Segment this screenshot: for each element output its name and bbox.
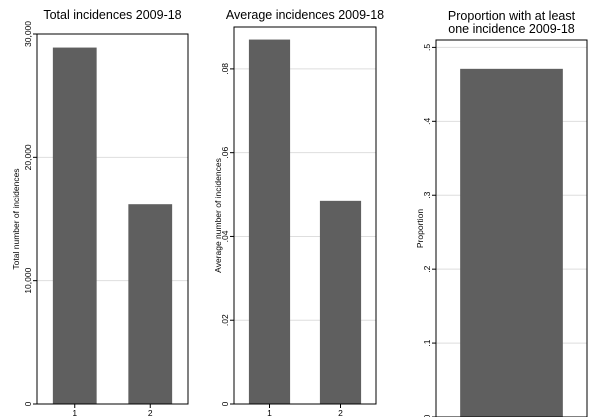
y-tick-label: .1: [422, 339, 432, 346]
y-tick-label: .3: [422, 191, 432, 198]
y-tick-label: .4: [422, 117, 432, 124]
y-tick-label: 0: [422, 414, 432, 417]
y-tick-label: .2: [422, 265, 432, 272]
plot-frame: [36, 33, 189, 405]
y-axis-title: Average number of incidences: [213, 158, 223, 273]
y-tick-label: .5: [422, 44, 432, 51]
x-tick-label: 1: [72, 408, 77, 417]
chart-title: Total incidences 2009-18: [43, 8, 181, 22]
x-tick-label: 2: [148, 408, 153, 417]
y-tick-label: .08: [220, 63, 230, 75]
bar: [460, 68, 563, 417]
bar: [128, 204, 173, 404]
y-tick-label: 10,000: [23, 267, 33, 293]
chart-title: Average incidences 2009-18: [226, 8, 384, 22]
y-tick-label: 0: [23, 401, 33, 406]
y-tick-label: .04: [220, 230, 230, 242]
y-tick-label: .02: [220, 314, 230, 326]
plot-frame: [435, 39, 588, 417]
bar: [52, 47, 97, 405]
chart-title: one incidence 2009-18: [448, 22, 575, 36]
y-tick-label: 20,000: [23, 144, 33, 170]
bar: [319, 200, 362, 404]
bar: [248, 39, 291, 405]
chart-title: Proportion with at least: [448, 9, 576, 23]
y-axis-title: Total number of incidences: [11, 168, 21, 269]
x-tick-label: 1: [267, 408, 272, 417]
y-tick-label: 0: [220, 401, 230, 406]
y-axis-title: Proportion: [415, 209, 425, 248]
x-tick-label: 2: [338, 408, 343, 417]
plot-frame: [233, 26, 377, 405]
y-tick-label: .06: [220, 146, 230, 158]
y-tick-label: 30,000: [23, 21, 33, 47]
